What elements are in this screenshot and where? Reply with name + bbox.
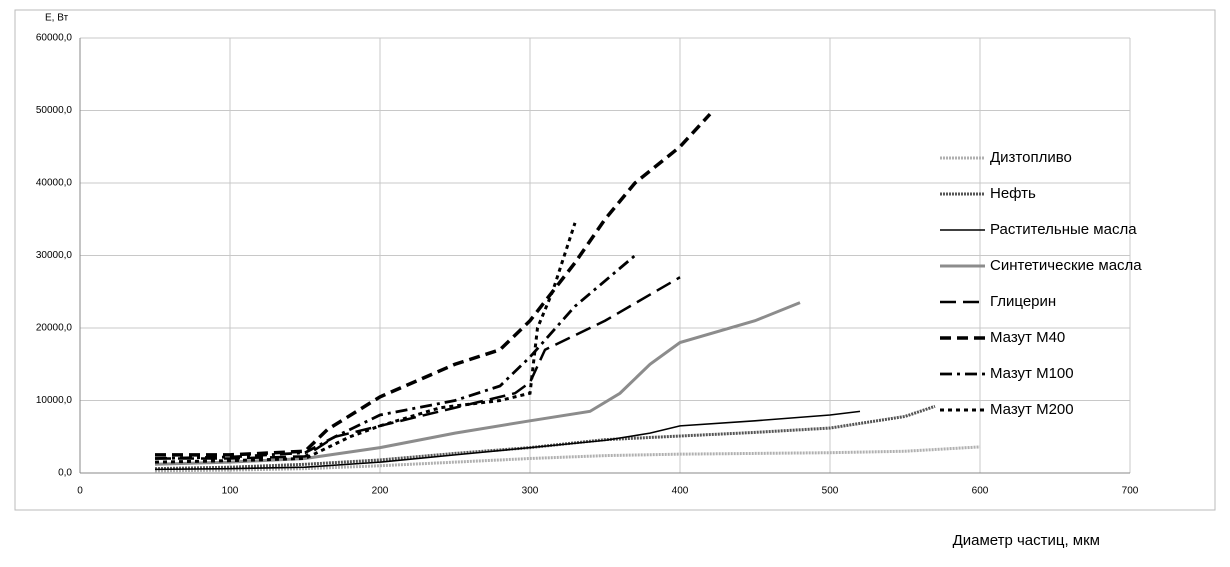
- y-tick-label: 0,0: [58, 468, 72, 479]
- y-tick-label: 50000,0: [36, 105, 73, 116]
- x-tick-label: 0: [77, 486, 83, 497]
- series-line: [154, 410, 861, 471]
- x-axis-label: Диаметр частиц, мкм: [953, 532, 1100, 549]
- series-line: [155, 112, 712, 457]
- y-tick-label: 20000,0: [36, 323, 73, 334]
- legend-label: Нефть: [990, 185, 1036, 202]
- y-tick-label: 60000,0: [36, 33, 73, 44]
- y-tick-label: 10000,0: [36, 395, 73, 406]
- legend-label: Мазут М40: [990, 329, 1065, 346]
- series-line: [154, 254, 636, 460]
- x-tick-label: 300: [522, 486, 539, 497]
- legend-label: Растительные масла: [990, 221, 1137, 238]
- legend-label: Мазут М100: [990, 365, 1074, 382]
- x-tick-label: 100: [222, 486, 239, 497]
- legend-label: Синтетические масла: [990, 257, 1142, 274]
- x-tick-label: 200: [372, 486, 389, 497]
- legend-label: Глицерин: [990, 293, 1056, 310]
- x-tick-label: 500: [822, 486, 839, 497]
- y-tick-label: 40000,0: [36, 178, 73, 189]
- legend-label: Дизтопливо: [990, 149, 1072, 166]
- y-tick-label: 30000,0: [36, 250, 73, 261]
- x-tick-label: 600: [972, 486, 989, 497]
- x-tick-label: 700: [1122, 486, 1139, 497]
- series-line: [155, 276, 681, 460]
- y-axis-label: E, Вт: [45, 13, 69, 24]
- x-tick-label: 400: [672, 486, 689, 497]
- series-line: [154, 222, 577, 464]
- legend-label: Мазут М200: [990, 401, 1074, 418]
- chart-border: [14, 9, 1216, 511]
- series-line: [154, 445, 981, 473]
